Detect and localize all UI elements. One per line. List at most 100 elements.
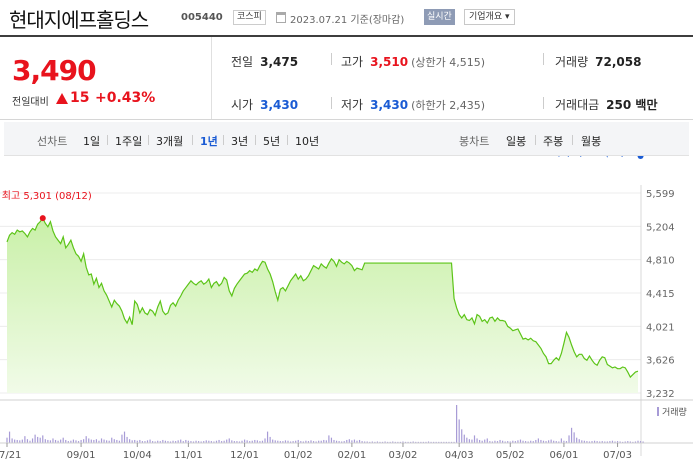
volume-bar: [333, 439, 335, 443]
volume-bar: [614, 441, 616, 443]
price-chart[interactable]: 5,599 5,204 4,810 4,415 4,021 3,626 3,232 최고 5…: [0, 147, 693, 470]
volume-bar: [111, 437, 113, 443]
volume-bar: [231, 440, 233, 443]
volume-bar: [277, 440, 279, 443]
volume-bar: [24, 436, 26, 443]
tab-3m[interactable]: 3개월: [156, 135, 184, 148]
volume-bar: [540, 439, 542, 443]
volume-bar: [256, 440, 258, 443]
volume-bar: [565, 441, 568, 443]
volume-bar: [530, 440, 532, 443]
volume-bar: [100, 438, 103, 443]
volume-bar: [542, 440, 545, 443]
volume-bar: [106, 440, 108, 443]
current-price: 3,490: [12, 54, 97, 87]
volume-bar: [547, 440, 550, 443]
volume-bar: [37, 436, 39, 443]
tab-3y[interactable]: 3년: [231, 135, 249, 148]
volume-bar: [236, 441, 238, 443]
volume-bar: [272, 439, 274, 443]
tab-1d[interactable]: 1일: [83, 135, 101, 148]
y-tick-label: 3,626: [646, 356, 675, 367]
volume-bar: [435, 441, 437, 443]
volume-bar: [381, 441, 384, 443]
volume-bar: [351, 440, 353, 443]
company-overview-dropdown[interactable]: 기업개요 ▾: [464, 9, 515, 25]
market-badge: 코스피: [233, 10, 266, 25]
current-price-box: 3,490 전일대비 15 +0.43%: [4, 37, 212, 119]
price-area: [7, 218, 638, 393]
x-tick-label: 11/01: [174, 450, 203, 461]
x-tick-label: 02/01: [337, 450, 366, 461]
volume-bar: [629, 441, 631, 443]
volume-bar: [402, 441, 404, 443]
volume-bar: [512, 440, 514, 443]
low-value: 3,430: [370, 98, 409, 112]
divider: [543, 53, 544, 65]
volume-bar: [72, 439, 75, 443]
volume-bar: [126, 436, 128, 443]
x-tick-label: 06/01: [550, 450, 579, 461]
tab-daily-candle[interactable]: 일봉: [506, 135, 527, 148]
tab-10y[interactable]: 10년: [295, 135, 320, 148]
volume-bar: [642, 441, 644, 443]
divider: [107, 135, 108, 145]
volume-bar: [420, 441, 422, 443]
stock-code: 005440: [181, 12, 223, 23]
volume-bar: [545, 441, 547, 443]
volume-bar: [445, 441, 448, 443]
volume-bar: [599, 441, 601, 443]
volume-bar: [407, 441, 409, 443]
tab-1w[interactable]: 1주일: [115, 135, 143, 148]
tab-weekly-candle[interactable]: 주봉: [543, 135, 564, 148]
realtime-button[interactable]: 실시간: [424, 9, 455, 25]
volume-bar: [502, 440, 504, 443]
calendar-icon: [276, 12, 286, 23]
volume-bar: [154, 441, 156, 443]
tab-monthly-candle[interactable]: 월봉: [581, 135, 602, 148]
volume-bar: [295, 440, 297, 443]
volume-bar: [358, 439, 361, 443]
volume-bar: [463, 434, 465, 443]
volume-bar: [453, 441, 455, 443]
volume-bar: [371, 441, 373, 443]
low-label: 최저 3,420 (07/20): [552, 156, 642, 159]
divider: [223, 135, 224, 145]
volume-bar: [144, 441, 146, 443]
tab-5y[interactable]: 5년: [263, 135, 281, 148]
high-label: 고가: [341, 55, 364, 69]
prev-close-label: 전일: [231, 55, 254, 69]
volume-bar: [346, 439, 348, 443]
volume-bar: [558, 441, 560, 443]
volume-bar: [532, 441, 534, 443]
volume-bar: [588, 441, 591, 443]
volume-bar: [246, 440, 248, 443]
volume-bar: [6, 437, 8, 443]
volume-bar: [141, 441, 143, 443]
volume-bar: [364, 441, 366, 443]
volume-bar: [330, 437, 333, 443]
volume-bar: [563, 440, 565, 443]
volume-value: 72,058: [595, 55, 642, 69]
prev-close-stat: 전일 3,475: [231, 53, 298, 70]
high-label: 최고 5,301 (08/12): [2, 190, 92, 202]
volume-bar: [75, 440, 77, 443]
volume-bar: [627, 441, 629, 443]
volume-bar: [11, 438, 13, 443]
volume-bar: [522, 440, 524, 443]
volume-bar: [162, 439, 164, 443]
volume-bar: [16, 439, 18, 443]
volume-bar: [19, 440, 21, 443]
volume-bar: [259, 441, 261, 443]
volume-bar: [108, 440, 110, 443]
volume-bar: [289, 441, 292, 443]
divider: [287, 135, 288, 145]
volume-bar: [458, 419, 460, 443]
tab-1y[interactable]: 1년: [200, 135, 218, 148]
volume-bar: [514, 441, 516, 443]
volume-bar: [637, 440, 639, 443]
volume-bar: [39, 437, 41, 443]
x-tick-label: 07/03: [603, 450, 632, 461]
volume-bar: [88, 438, 90, 443]
volume-bar: [379, 441, 381, 443]
